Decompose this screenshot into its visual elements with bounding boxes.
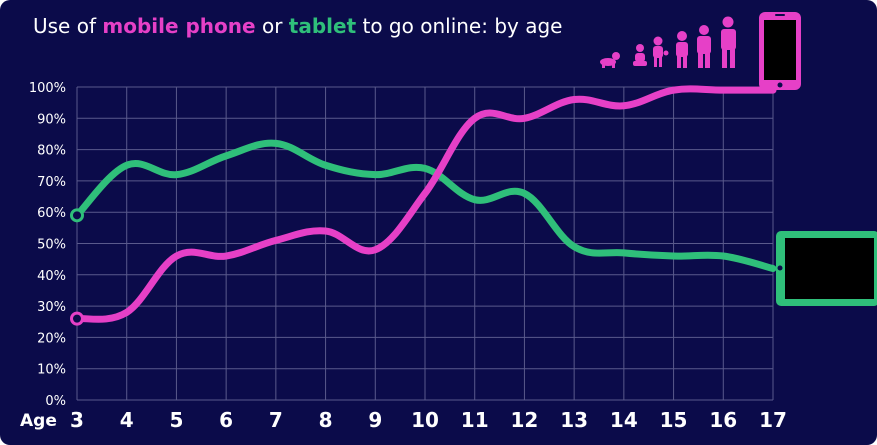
y-tick-label: 30% [37, 300, 66, 315]
y-tick-label: 90% [37, 112, 66, 127]
title-series-tablet: tablet [288, 14, 357, 38]
x-tick-label: 10 [411, 408, 439, 432]
y-tick-label: 60% [37, 206, 66, 221]
x-tick-label: 11 [461, 408, 489, 432]
x-tick-label: 7 [269, 408, 283, 432]
title-suffix: to go online: by age [362, 14, 563, 38]
y-tick-label: 80% [37, 144, 66, 159]
tablet-icon [776, 231, 877, 306]
x-tick-label: 3 [70, 408, 84, 432]
y-axis-labels: 0% 10% 20% 30% 40% 50% 60% 70% 80% 90% 100% [29, 81, 66, 409]
title-series-mobile: mobile phone [102, 14, 256, 38]
tablet-start-marker [70, 208, 84, 223]
x-tick-label: 16 [709, 408, 737, 432]
x-axis-prefix: Age [20, 411, 57, 431]
x-tick-label: 13 [560, 408, 588, 432]
y-tick-label: 40% [37, 269, 66, 284]
x-tick-label: 14 [610, 408, 638, 432]
x-tick-label: 6 [219, 408, 233, 432]
x-tick-label: 5 [169, 408, 183, 432]
x-tick-label: 9 [368, 408, 382, 432]
x-tick-label: 4 [120, 408, 134, 432]
x-tick-label: 8 [319, 408, 333, 432]
grid-layer [76, 86, 774, 401]
y-tick-label: 0% [45, 394, 66, 409]
chart-title: Use of mobile phone or tablet to go onli… [33, 14, 562, 38]
growing-people-icon [600, 16, 736, 68]
y-tick-label: 20% [37, 331, 66, 346]
x-tick-label: 17 [759, 408, 787, 432]
y-tick-label: 70% [37, 175, 66, 190]
title-middle: or [261, 14, 283, 38]
x-tick-label: 12 [511, 408, 539, 432]
y-tick-label: 10% [37, 363, 66, 378]
mobile-phone-line [73, 85, 777, 323]
y-tick-label: 50% [37, 238, 66, 253]
mobile-phone-start-marker [70, 311, 84, 326]
title-prefix: Use of [33, 14, 96, 38]
series-layer [70, 85, 777, 326]
x-axis-labels: Age 3 4 5 6 7 8 9 10 11 12 13 14 15 16 17 [20, 408, 787, 432]
mobile-phone-icon [759, 12, 801, 90]
y-tick-label: 100% [29, 81, 66, 96]
x-tick-label: 15 [660, 408, 688, 432]
